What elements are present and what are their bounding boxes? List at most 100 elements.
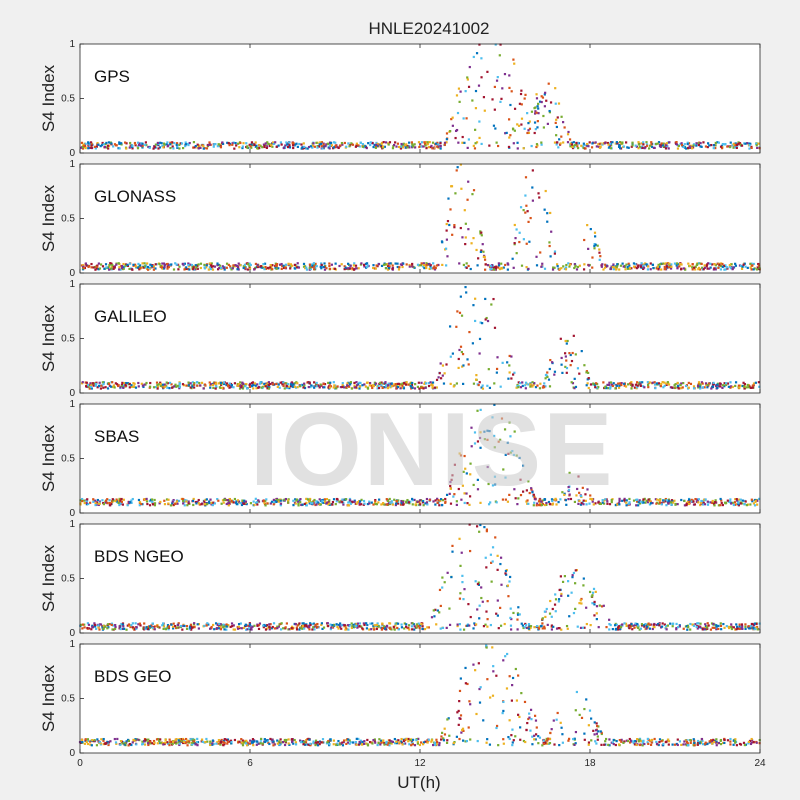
data-point <box>580 144 583 147</box>
data-point <box>91 624 94 627</box>
data-point <box>348 497 352 501</box>
data-point <box>379 381 382 385</box>
data-point <box>464 467 467 470</box>
data-point <box>114 382 117 385</box>
data-point <box>539 502 542 505</box>
data-point <box>701 627 704 630</box>
data-point <box>636 624 640 627</box>
data-point <box>295 628 299 631</box>
data-point <box>516 612 520 615</box>
data-point <box>437 376 440 379</box>
data-point <box>472 627 475 630</box>
data-point <box>577 475 580 478</box>
data-point <box>587 145 590 148</box>
data-point <box>171 500 174 503</box>
data-point <box>527 267 530 270</box>
data-point <box>320 262 323 265</box>
data-point <box>339 144 342 147</box>
data-point <box>355 622 358 626</box>
data-point <box>717 266 720 269</box>
data-point <box>257 386 260 389</box>
data-point <box>716 386 719 390</box>
data-point <box>565 503 568 506</box>
data-point <box>199 262 203 265</box>
data-point <box>85 385 88 388</box>
data-point <box>706 622 709 625</box>
data-point <box>666 262 670 265</box>
data-point <box>561 491 564 494</box>
data-point <box>187 381 190 384</box>
data-point <box>424 740 427 743</box>
data-point <box>208 141 211 144</box>
data-point <box>560 115 563 118</box>
data-point <box>456 111 460 115</box>
data-point <box>552 625 555 628</box>
data-point <box>543 625 546 628</box>
data-point <box>264 500 267 503</box>
data-point <box>231 625 234 628</box>
data-point <box>486 264 490 267</box>
data-point <box>244 623 248 627</box>
data-point <box>697 268 700 271</box>
data-point <box>281 741 285 744</box>
data-point <box>477 383 480 387</box>
data-point <box>313 386 316 389</box>
data-point <box>461 365 464 368</box>
data-point <box>726 382 730 385</box>
data-point <box>748 142 751 145</box>
data-point <box>713 504 716 507</box>
data-point <box>470 426 473 429</box>
data-point <box>554 593 557 596</box>
data-point <box>468 65 471 69</box>
data-point <box>462 729 465 732</box>
data-point <box>325 501 328 505</box>
data-point <box>272 622 276 625</box>
data-point <box>363 146 366 149</box>
data-point <box>616 503 619 506</box>
data-point <box>599 255 602 258</box>
data-point <box>253 382 257 385</box>
data-point <box>332 141 336 144</box>
data-point <box>496 599 499 602</box>
data-point <box>657 743 660 747</box>
data-point <box>484 318 487 321</box>
data-point <box>654 498 657 501</box>
data-point <box>188 626 192 629</box>
data-point <box>502 659 505 662</box>
data-point <box>119 499 122 502</box>
data-point <box>282 264 285 267</box>
data-point <box>256 623 259 626</box>
data-point <box>210 501 213 504</box>
data-point <box>302 386 305 389</box>
data-point <box>456 623 459 626</box>
data-point <box>625 504 628 507</box>
data-point <box>680 144 684 147</box>
data-point <box>97 626 100 629</box>
data-point <box>111 498 114 501</box>
data-point <box>279 141 283 144</box>
data-point <box>98 381 101 384</box>
data-point <box>219 623 222 626</box>
data-point <box>303 265 307 268</box>
data-point <box>199 146 202 149</box>
data-point <box>630 381 633 384</box>
data-point <box>534 112 537 115</box>
y-tick-label: 0.5 <box>61 94 75 105</box>
data-point <box>337 739 340 743</box>
data-point <box>507 595 510 598</box>
data-point <box>414 503 417 506</box>
data-point <box>750 739 754 742</box>
data-point <box>678 265 681 268</box>
data-point <box>406 498 409 502</box>
data-point <box>203 266 206 269</box>
data-point <box>314 623 317 626</box>
data-point <box>747 386 750 389</box>
data-point <box>527 131 531 134</box>
data-point <box>637 141 640 144</box>
data-point <box>248 267 252 270</box>
data-point <box>487 368 490 371</box>
data-point <box>540 141 543 144</box>
data-point <box>738 742 742 746</box>
data-point <box>332 267 335 270</box>
data-point <box>80 141 84 144</box>
